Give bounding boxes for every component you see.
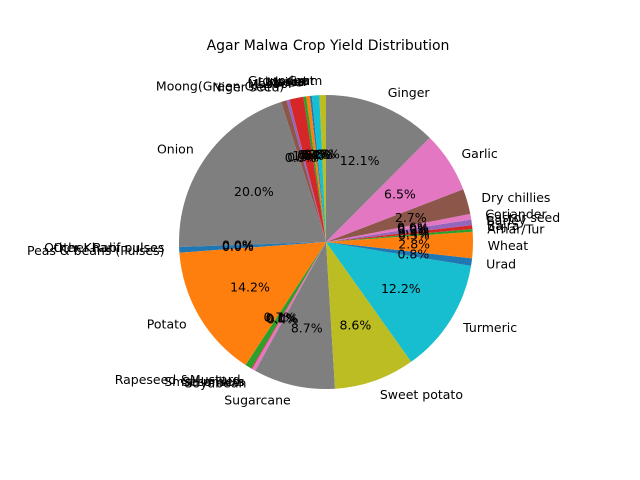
category-label-sugarcane: Sugarcane: [224, 392, 291, 407]
pct-label-soyabean: 0.4%: [267, 311, 299, 326]
pct-label-masoor: 1.5%: [292, 148, 324, 163]
pie-slice-sweet-potato: [326, 242, 412, 389]
category-label-gram: Gram: [288, 73, 323, 88]
pie-slice-onion: [178, 102, 326, 247]
pct-label-other-kharif-pulses: 0.0%: [222, 238, 254, 253]
category-label-ginger: Ginger: [388, 85, 431, 100]
category-label-urad: Urad: [486, 257, 516, 272]
chart-title: Agar Malwa Crop Yield Distribution: [207, 38, 450, 54]
category-label-groundnut: Groundnut: [248, 73, 315, 88]
pie-slice-groundnut: [311, 95, 326, 243]
category-label-soyabean: Soyabean: [185, 375, 247, 390]
pct-label-maize: 0.3%: [297, 147, 329, 162]
pie-slice-dry-chillies: [326, 189, 471, 242]
pie-slice-garlic: [326, 137, 464, 242]
category-label-barley: Barley: [486, 213, 527, 228]
pie-slice-jowar: [309, 95, 326, 242]
category-label-bajra: Bajra: [487, 218, 520, 233]
pct-label-urad: 0.8%: [397, 247, 429, 262]
pct-label-ginger: 12.1%: [340, 153, 380, 168]
pct-label-sugarcane: 8.7%: [291, 321, 323, 336]
category-label-arhar-tur: Arhar/Tur: [487, 222, 545, 237]
pie-slice-sesamum: [251, 242, 326, 370]
category-label-masoor: Masoor: [248, 76, 294, 91]
pie-slice-peas-beans-pulses: [179, 242, 326, 253]
category-label-onion: Onion: [157, 141, 194, 156]
pct-label-castor-seed: 0.0%: [397, 221, 429, 236]
category-label-garlic: Garlic: [461, 146, 497, 161]
pct-label-linseed: 0.4%: [299, 147, 331, 162]
category-label-peas-beans-pulses: Peas & beans (Pulses): [27, 243, 165, 258]
pct-label-groundnut: 0.8%: [304, 147, 336, 162]
category-label-maize: Maize: [266, 75, 302, 90]
pct-label-barley: 0.6%: [398, 223, 430, 238]
pie-slice-urad: [326, 242, 473, 266]
pie-slice-moong-green-gram: [286, 99, 326, 242]
pct-label-niger-seed: 0.0%: [285, 150, 317, 165]
category-label-other-kharif-pulses: Other Kharif pulses: [44, 240, 164, 255]
pct-label-small-millets: 0.0%: [266, 311, 298, 326]
category-label-other-rabi-pulses: Other Rabi pulses: [53, 240, 164, 255]
pie-slice-coriander: [326, 213, 472, 242]
category-label-jowar: Jowar: [274, 74, 310, 89]
pct-label-jowar: 0.2%: [301, 147, 333, 162]
pct-label-turmeric: 12.2%: [381, 281, 421, 296]
pct-label-wheat: 2.8%: [398, 236, 430, 251]
pie-slice-potato: [179, 242, 326, 366]
pct-label-sesamum: 0.1%: [265, 311, 297, 326]
pie-slice-soyabean: [252, 242, 326, 371]
pie-slices: [178, 95, 473, 389]
pct-label-potato: 14.2%: [230, 279, 270, 294]
category-label-niger-seed: Niger seed: [212, 80, 279, 95]
category-label-sweet-potato: Sweet potato: [380, 387, 463, 402]
pie-slice-ginger: [326, 95, 430, 242]
pct-label-rapeseed-mustard: 0.7%: [264, 309, 296, 324]
category-label-rapeseed-mustard: Rapeseed &Mustard: [115, 372, 241, 387]
category-label-dry-chillies: Dry chillies: [481, 190, 550, 205]
pie-slice-bajra: [326, 225, 473, 242]
category-label-small-millets: Small millets: [164, 374, 244, 389]
pie-slice-sugarcane: [255, 242, 336, 389]
category-label-linseed: Linseed: [258, 74, 306, 89]
category-label-moong-green-gram: Moong(Green Gram): [156, 78, 284, 93]
pct-label-dry-chillies: 2.7%: [395, 210, 427, 225]
pie-slice-arhar-tur: [326, 228, 473, 242]
pie-slice-turmeric: [326, 242, 472, 362]
pie-slice-maize: [303, 96, 326, 242]
pct-label-garlic: 6.5%: [384, 186, 416, 201]
category-label-sesamum: Sesamum: [182, 374, 244, 389]
category-label-wheat: Wheat: [488, 238, 529, 253]
pie-slice-linseed: [306, 95, 326, 242]
pct-label-other-rabi-pulses: 0.0%: [222, 238, 254, 253]
pie-slice-rapeseed-mustard: [245, 242, 326, 369]
category-label-castor-seed: Castor seed: [486, 210, 560, 225]
pct-label-coriander: 0.6%: [397, 219, 429, 234]
pie-slice-wheat: [326, 231, 473, 259]
pie-slice-niger-seed: [281, 100, 326, 243]
pct-label-moong-green-gram: 0.3%: [287, 149, 319, 164]
percentage-labels: 0.7%0.8%0.2%0.4%0.3%1.5%0.3%0.0%20.0%0.0…: [222, 146, 430, 335]
pct-label-arhar-tur: 0.3%: [398, 228, 430, 243]
pie-slice-gram: [319, 95, 326, 242]
pct-label-gram: 0.7%: [308, 146, 340, 161]
pct-label-bajra: 0.4%: [398, 226, 430, 241]
pct-label-peas-beans-pulses: 0.0%: [222, 239, 254, 254]
pct-label-onion: 20.0%: [234, 184, 274, 199]
category-label-coriander: Coriander: [485, 207, 547, 222]
pie-slice-barley: [326, 219, 473, 242]
pct-label-sweet-potato: 8.6%: [340, 318, 372, 333]
category-label-turmeric: Turmeric: [462, 320, 517, 335]
category-label-potato: Potato: [147, 317, 187, 332]
category-labels: GramGroundnutJowarLinseedMaizeMasoorMoon…: [27, 73, 560, 407]
pie-slice-masoor: [289, 96, 326, 243]
